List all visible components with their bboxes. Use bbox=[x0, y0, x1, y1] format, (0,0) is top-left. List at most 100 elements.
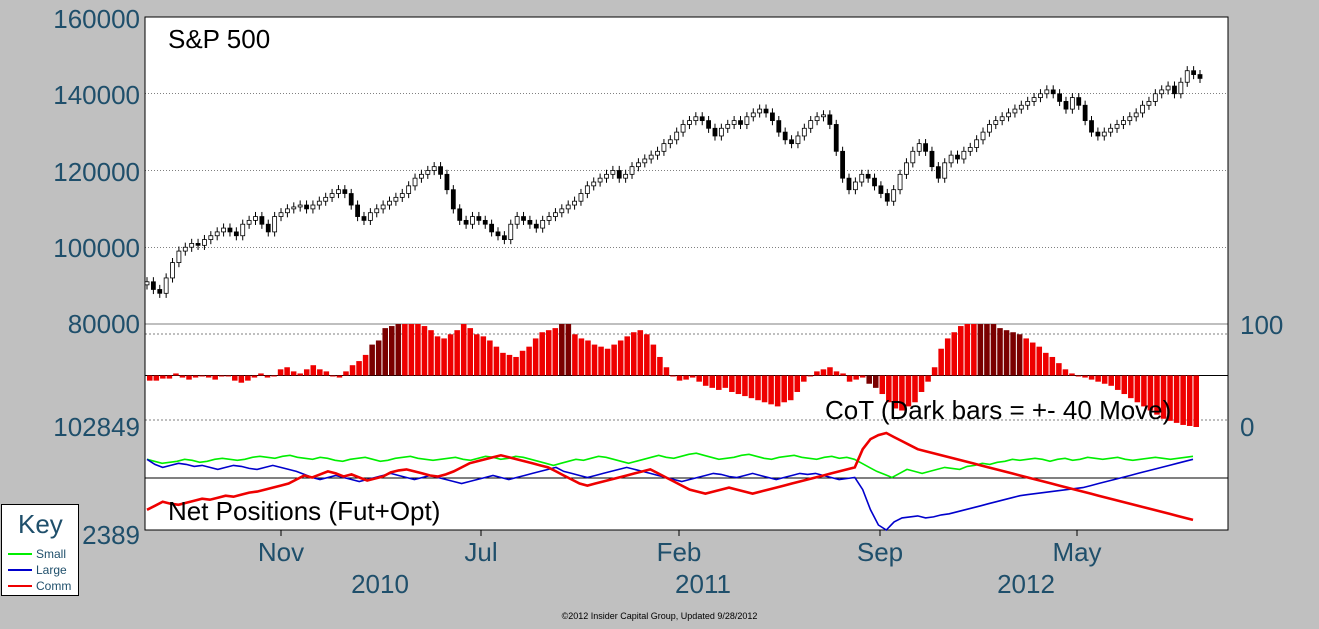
y-axis-ticks: 160000 140000 120000 100000 80000 100 0 102849 2… bbox=[53, 4, 1283, 550]
candle-body bbox=[731, 120, 737, 125]
candle-body bbox=[521, 216, 526, 221]
cot-bar bbox=[729, 375, 735, 392]
candle-body bbox=[655, 150, 660, 156]
chart-title: S&P 500 bbox=[168, 24, 270, 54]
cot-bar bbox=[663, 367, 670, 376]
cot-bar bbox=[1173, 375, 1180, 423]
candle-body bbox=[336, 189, 341, 194]
candle-body bbox=[693, 116, 699, 122]
candle-body bbox=[597, 177, 603, 183]
candle-body bbox=[910, 150, 916, 164]
cot-bar bbox=[761, 375, 768, 403]
cot-bar bbox=[716, 375, 722, 390]
cot-bar bbox=[709, 375, 716, 388]
legend-label-comm: Comm bbox=[36, 579, 72, 593]
cot-bar bbox=[938, 348, 944, 376]
cot-bar bbox=[513, 356, 519, 376]
candle-body bbox=[1184, 70, 1190, 83]
candle-body bbox=[674, 131, 680, 141]
candle-body bbox=[144, 281, 150, 286]
candle-body bbox=[227, 227, 233, 233]
candle-body bbox=[1159, 89, 1165, 95]
candle-body bbox=[584, 185, 590, 194]
candle-body bbox=[878, 185, 884, 194]
candle-body bbox=[578, 193, 584, 202]
cot-bar bbox=[388, 326, 395, 376]
candle-body bbox=[297, 204, 303, 208]
candle-body bbox=[591, 181, 597, 187]
cot-bar bbox=[977, 324, 984, 376]
candle-body bbox=[648, 154, 654, 160]
cot-bar bbox=[166, 375, 173, 379]
candle-body bbox=[457, 208, 463, 221]
candle-body bbox=[304, 204, 309, 210]
candle-body bbox=[329, 193, 335, 198]
candle-body bbox=[565, 204, 571, 210]
small-swatch-icon bbox=[8, 553, 32, 555]
cot-bar bbox=[1154, 375, 1160, 415]
candle-body bbox=[482, 219, 488, 225]
candle-body bbox=[1121, 120, 1126, 125]
cot-bar bbox=[1029, 342, 1036, 376]
candle-body bbox=[699, 116, 705, 122]
cot-bar bbox=[474, 334, 480, 376]
price-candles bbox=[144, 66, 1203, 298]
cot-bar bbox=[964, 324, 971, 376]
candle-body bbox=[757, 108, 763, 114]
candle-body bbox=[776, 120, 782, 133]
footer-credit: ©2012 Insider Capital Group, Updated 9/2… bbox=[561, 611, 758, 621]
cot-bar bbox=[971, 324, 977, 376]
cot-bar bbox=[447, 334, 454, 376]
candle-body bbox=[750, 112, 756, 118]
x-tick-label: Jul bbox=[464, 537, 497, 567]
candle-body bbox=[610, 170, 616, 175]
cot-bar bbox=[670, 375, 676, 377]
cot-bar bbox=[990, 324, 997, 376]
candle-body bbox=[278, 212, 284, 217]
cot-y-tick-label: 100 bbox=[1240, 310, 1283, 340]
cot-bar bbox=[218, 375, 225, 377]
candle-body bbox=[514, 216, 520, 225]
candle-body bbox=[770, 112, 775, 122]
candle-body bbox=[259, 216, 265, 225]
cot-bar bbox=[1108, 375, 1114, 386]
cot-bars bbox=[147, 324, 1199, 427]
candle-body bbox=[827, 114, 833, 125]
candle-body bbox=[348, 193, 354, 206]
candle-body bbox=[616, 170, 622, 179]
cot-bar bbox=[179, 375, 186, 378]
candle-body bbox=[1152, 93, 1158, 102]
cot-bar bbox=[147, 375, 153, 381]
y-tick-label: 100000 bbox=[53, 233, 140, 263]
cot-bar bbox=[650, 344, 657, 376]
cot-bar bbox=[421, 326, 428, 376]
candle-body bbox=[1146, 101, 1152, 106]
candle-body bbox=[412, 177, 418, 187]
cot-bar bbox=[872, 375, 879, 388]
net-position-lines bbox=[146, 431, 1194, 532]
cot-bar bbox=[506, 354, 513, 376]
candle-body bbox=[833, 124, 839, 152]
candle-body bbox=[559, 208, 565, 214]
candle-body bbox=[208, 235, 214, 240]
candle-body bbox=[1114, 124, 1120, 129]
cot-bar bbox=[467, 328, 474, 376]
candle-body bbox=[265, 223, 271, 233]
cot-bar bbox=[186, 375, 192, 380]
candle-body bbox=[1108, 127, 1114, 133]
cot-bar bbox=[1010, 332, 1016, 376]
cot-bar bbox=[317, 369, 323, 376]
cot-bar bbox=[382, 328, 388, 376]
candle-body bbox=[182, 246, 188, 252]
cot-bar bbox=[277, 369, 284, 376]
cot-bar bbox=[1180, 375, 1186, 425]
candle-body bbox=[157, 289, 163, 294]
candle-body bbox=[636, 162, 641, 168]
candle-body bbox=[801, 127, 807, 137]
net-left-tick-label: 2389 bbox=[82, 520, 140, 550]
candle-body bbox=[891, 189, 897, 202]
cot-bar bbox=[1082, 375, 1088, 378]
cot-bar bbox=[1075, 375, 1082, 377]
cot-bar bbox=[1056, 363, 1062, 376]
cot-bar bbox=[251, 375, 258, 378]
